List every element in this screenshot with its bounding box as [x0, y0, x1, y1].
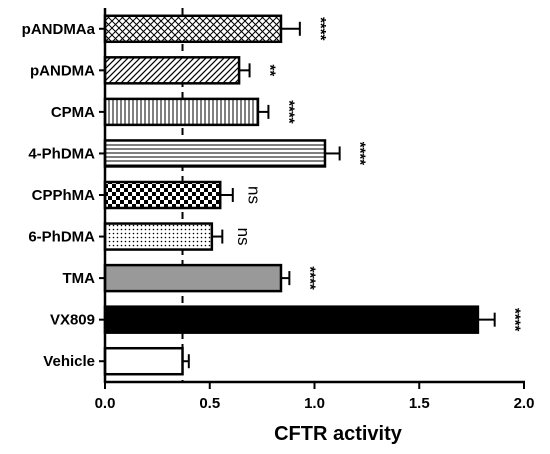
error-bar-vx809 — [477, 312, 496, 327]
bar-pandmaa — [103, 14, 283, 44]
bar-cpphma — [103, 180, 222, 210]
bars-layer — [103, 14, 496, 376]
error-bar-tma — [280, 271, 291, 286]
bar-tma — [103, 263, 283, 293]
x-axis-title: CFTR activity — [274, 423, 403, 445]
error-bar-cpphma — [220, 188, 234, 202]
significance-label-pandmaa: **** — [312, 17, 329, 41]
category-label-cpma: CPMA — [51, 104, 95, 121]
category-label-6-phdma: 6-PhDMA — [28, 229, 95, 246]
significance-label-vx809: **** — [507, 308, 524, 332]
category-label-4-phdma: 4-PhDMA — [28, 145, 95, 162]
error-bar-cpma — [257, 104, 270, 119]
significance-label-cpphma: ns — [244, 186, 263, 204]
error-bar-vehicle — [182, 354, 190, 369]
bar-6-phdma — [103, 222, 214, 251]
bar-4-phdma — [103, 139, 327, 168]
category-label-vehicle: Vehicle — [43, 353, 95, 370]
category-label-tma: TMA — [63, 270, 96, 287]
bar-pandma — [103, 56, 241, 85]
significance-label-cpma: **** — [280, 100, 297, 124]
x-tick-label: 2.0 — [514, 395, 535, 412]
significance-label-4-phdma: **** — [352, 142, 369, 166]
category-label-pandma: pANDMA — [30, 62, 95, 79]
error-bar-pandma — [239, 63, 251, 78]
axes-layer — [99, 8, 525, 389]
x-tick-label: 1.5 — [409, 395, 430, 412]
x-tick-label: 1.0 — [304, 395, 325, 412]
error-bar-pandmaa — [280, 21, 301, 36]
significance-label-6-phdma: ns — [234, 228, 253, 246]
labels-layer: pANDMAa **** pANDMA ** CPMA **** 4-PhDMA **** CP… — [22, 17, 535, 412]
category-label-vx809: VX809 — [50, 312, 95, 329]
error-bar-6-phdma — [211, 229, 224, 244]
error-bar-4-phdma — [324, 146, 341, 161]
category-label-cpphma: CPPhMA — [32, 187, 96, 204]
x-tick-label: 0.5 — [199, 395, 220, 412]
bar-vx809 — [103, 305, 480, 334]
bar-cpma — [103, 97, 260, 127]
x-tick-label: 0.0 — [95, 395, 116, 412]
significance-label-pandma: ** — [262, 64, 279, 76]
category-label-pandmaa: pANDMAa — [22, 21, 96, 38]
bar-vehicle — [103, 346, 184, 376]
significance-label-tma: **** — [301, 266, 318, 290]
